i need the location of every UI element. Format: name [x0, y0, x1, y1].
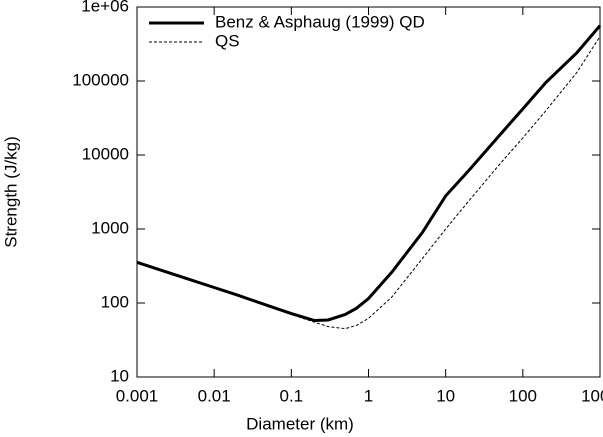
line-series	[136, 36, 601, 330]
x-axis-label: Diameter (km)	[246, 414, 354, 433]
x-tick-label: 100	[509, 386, 537, 405]
x-tick-label: 10	[436, 386, 455, 405]
x-tick-label: 0.001	[116, 386, 159, 405]
y-tick-label: 10000	[82, 144, 129, 163]
x-tick-label: 0.01	[198, 386, 231, 405]
x-tick-label: 1000	[581, 386, 603, 405]
x-tick-label: 1	[364, 386, 373, 405]
x-tick-label: 0.1	[280, 386, 304, 405]
plot-frame	[136, 6, 601, 378]
y-axis-label: Strength (J/kg)	[1, 136, 20, 248]
legend-label: QS	[215, 31, 240, 50]
line-series	[136, 24, 602, 323]
y-tick-label: 100000	[72, 70, 129, 89]
y-tick-label: 1000	[91, 218, 129, 237]
legend-label: Benz & Asphaug (1999) QD	[215, 12, 425, 31]
y-tick-label: 1e+06	[81, 0, 129, 15]
y-tick-label: 100	[101, 292, 129, 311]
y-tick-label: 10	[110, 366, 129, 385]
